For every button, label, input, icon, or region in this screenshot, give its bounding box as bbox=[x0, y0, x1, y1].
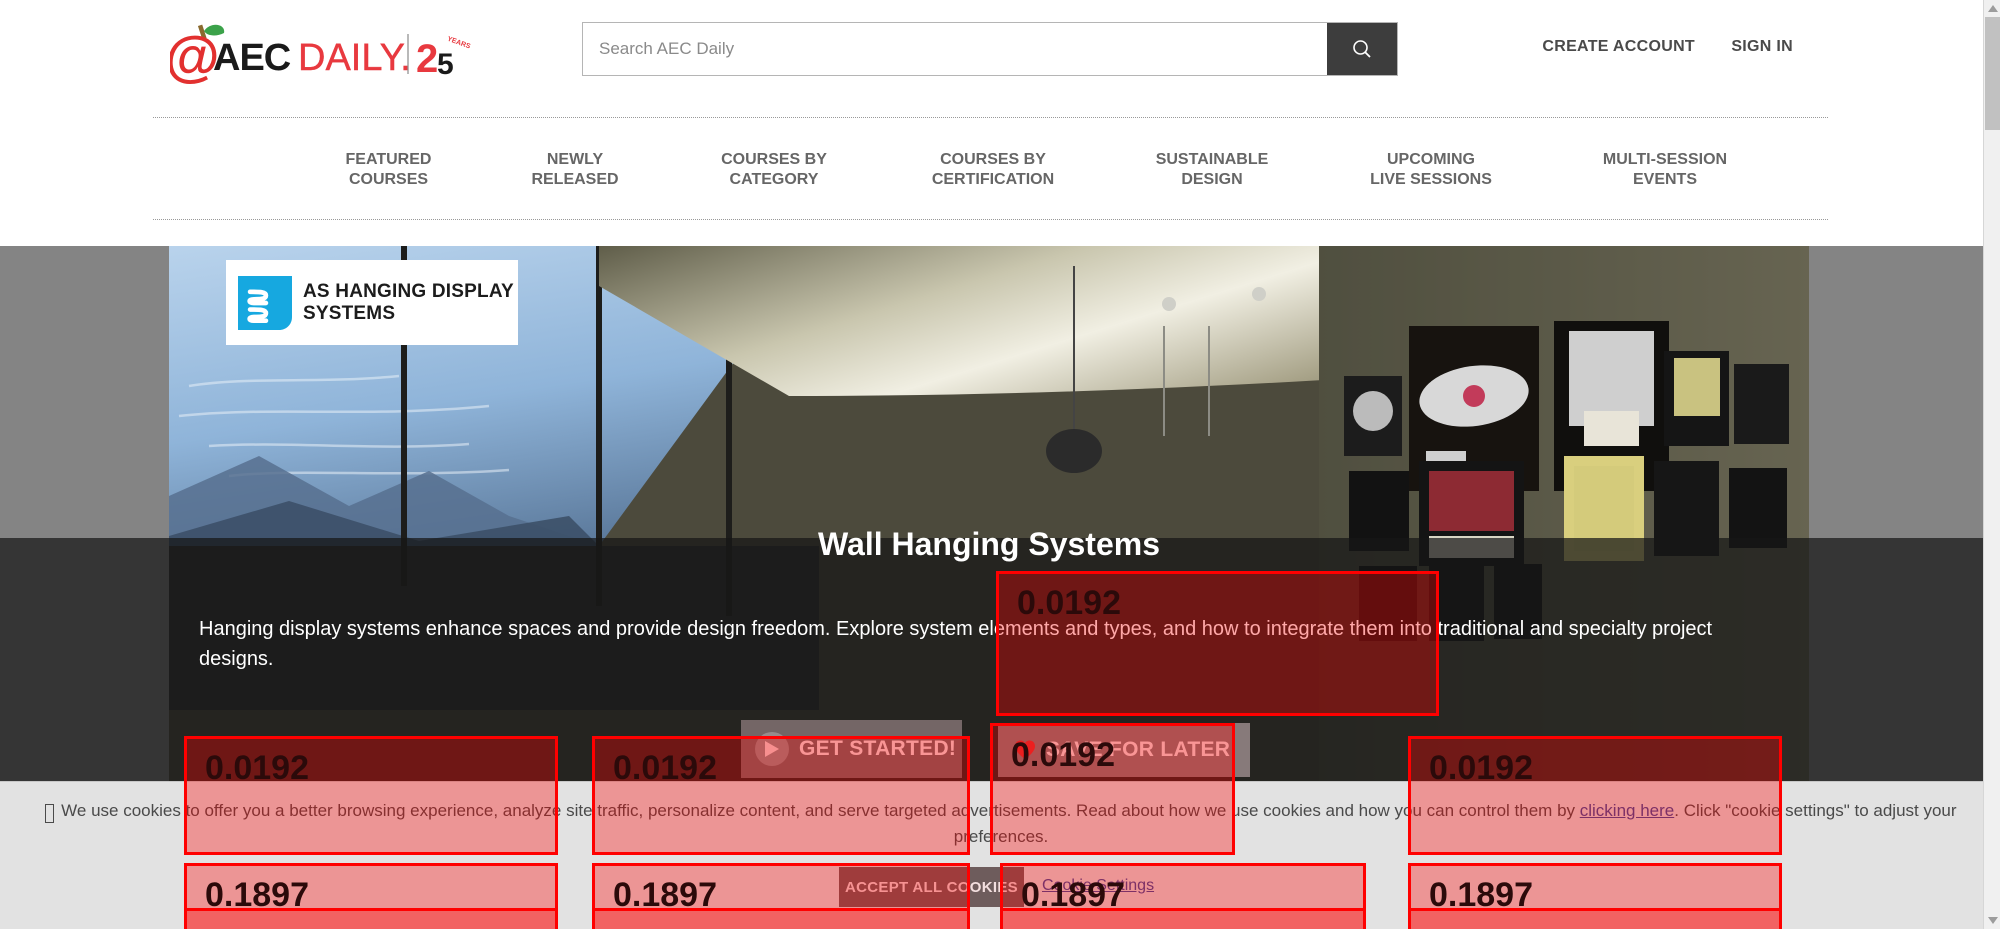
svg-text:2: 2 bbox=[416, 37, 438, 81]
svg-text:DAILY.: DAILY. bbox=[298, 37, 411, 79]
svg-text:5: 5 bbox=[437, 48, 454, 81]
svg-text:AEC: AEC bbox=[213, 37, 291, 79]
